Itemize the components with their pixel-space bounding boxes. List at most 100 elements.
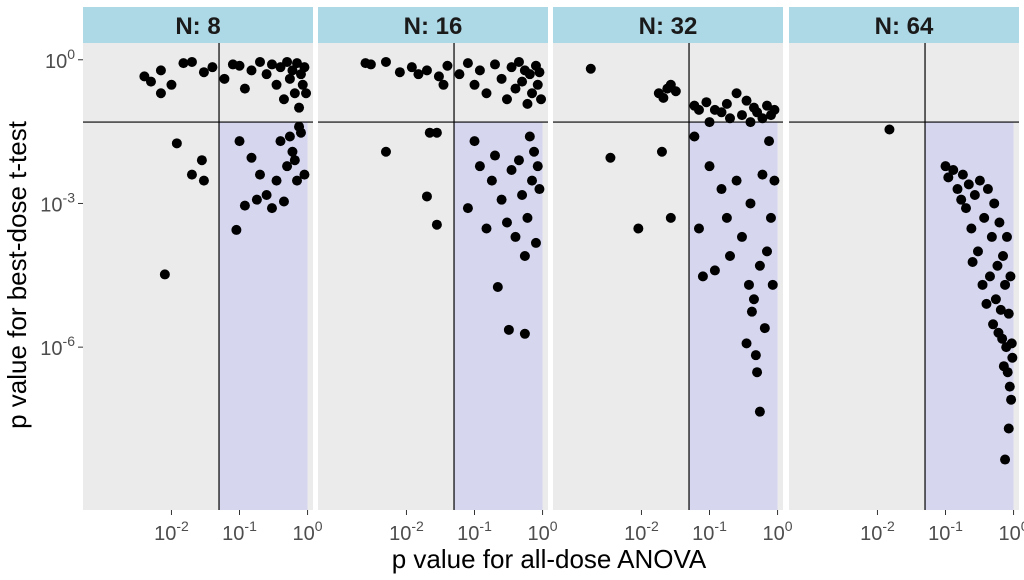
data-point — [486, 175, 497, 186]
data-point — [433, 71, 444, 82]
data-point — [207, 62, 218, 73]
y-tick-label: 10-3 — [40, 189, 75, 216]
data-point — [513, 155, 524, 166]
data-point — [462, 58, 473, 69]
x-tick-label: 10-1 — [928, 518, 963, 545]
data-point — [234, 136, 245, 147]
data-point — [704, 117, 715, 128]
data-point — [746, 306, 757, 317]
data-point — [297, 79, 308, 90]
data-point — [754, 260, 765, 271]
data-point — [246, 152, 257, 163]
data-point — [757, 169, 768, 180]
data-point — [289, 88, 300, 99]
data-point — [633, 223, 644, 234]
data-point — [275, 136, 286, 147]
data-point — [992, 260, 1003, 271]
facet-strip — [318, 7, 548, 43]
data-point — [656, 146, 667, 157]
facet-strip — [789, 7, 1019, 43]
data-point — [731, 88, 742, 99]
facet-panel: N: 8 10-2 10-1 100 — [83, 7, 323, 545]
data-point — [198, 67, 209, 78]
data-point — [145, 76, 156, 87]
data-point — [741, 95, 752, 106]
data-point — [721, 98, 732, 109]
data-point — [736, 110, 747, 121]
y-tick-label: 10-6 — [40, 333, 75, 360]
data-point — [986, 231, 997, 242]
data-point — [1003, 308, 1014, 319]
data-point — [750, 350, 761, 361]
data-point — [159, 269, 170, 280]
data-point — [989, 198, 1000, 209]
data-point — [501, 217, 512, 228]
data-point — [998, 250, 1009, 261]
data-point — [952, 184, 963, 195]
data-point — [1005, 271, 1016, 282]
data-point — [748, 294, 759, 305]
data-point — [1000, 454, 1011, 465]
data-point — [940, 161, 951, 172]
facet-label: N: 16 — [404, 13, 463, 40]
x-tick-label: 10-1 — [692, 518, 727, 545]
facet-label: N: 8 — [175, 13, 220, 40]
data-point — [752, 367, 763, 378]
data-point — [769, 104, 780, 115]
x-tick-label: 100 — [999, 518, 1024, 545]
data-point — [969, 190, 980, 201]
x-tick-label: 10-1 — [457, 518, 492, 545]
data-point — [394, 67, 405, 78]
data-point — [299, 62, 310, 73]
data-point — [689, 131, 700, 142]
x-tick-label: 10-2 — [624, 518, 659, 545]
data-point — [166, 79, 177, 90]
x-tick-label: 10-2 — [389, 518, 424, 545]
data-point — [522, 212, 533, 223]
data-point — [294, 102, 305, 113]
data-point — [977, 279, 988, 290]
facet-label: N: 32 — [639, 13, 698, 40]
data-point — [278, 196, 289, 207]
data-point — [585, 63, 596, 74]
data-point — [997, 333, 1008, 344]
data-point — [506, 164, 517, 175]
data-point — [454, 69, 465, 80]
data-point — [1001, 231, 1012, 242]
data-point — [532, 79, 543, 90]
data-point — [960, 203, 971, 214]
data-point — [284, 131, 295, 142]
data-point — [365, 59, 376, 70]
y-tick-label: 100 — [45, 46, 75, 73]
facet-strip — [83, 7, 313, 43]
data-point — [284, 73, 295, 84]
data-point — [701, 97, 712, 108]
data-point — [1007, 352, 1018, 363]
data-point — [462, 203, 473, 214]
x-axis-title: p value for all-dose ANOVA — [392, 544, 707, 574]
data-point — [966, 223, 977, 234]
data-point — [981, 298, 992, 309]
significance-region — [689, 122, 778, 510]
data-point — [757, 113, 768, 124]
data-point — [292, 175, 303, 186]
data-point — [745, 198, 756, 209]
data-point — [489, 150, 500, 161]
data-point — [513, 56, 524, 67]
data-point — [982, 184, 993, 195]
facet-panel: N: 16 10-2 10-1 100 — [318, 7, 558, 545]
data-point — [721, 212, 732, 223]
data-point — [503, 324, 514, 335]
y-axis-title: p value for best-dose t-test — [2, 120, 32, 429]
data-point — [282, 56, 293, 67]
data-point — [289, 155, 300, 166]
data-point — [196, 155, 207, 166]
data-point — [1006, 338, 1017, 349]
data-point — [524, 69, 535, 80]
data-point — [670, 86, 681, 97]
data-point — [510, 231, 521, 242]
data-point — [501, 94, 512, 105]
data-point — [186, 56, 197, 67]
data-point — [972, 246, 983, 257]
